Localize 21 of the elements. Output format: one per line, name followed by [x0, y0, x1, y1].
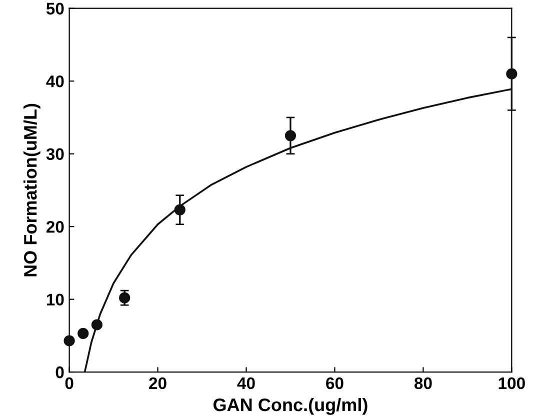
x-tick-label: 20 — [149, 377, 166, 390]
x-tick-label: 100 — [498, 377, 525, 390]
x-tick-label: 40 — [237, 377, 255, 390]
y-tick-label: 50 — [46, 2, 64, 15]
y-tick-label: 20 — [46, 220, 64, 233]
y-axis-title: NO Formation(uM/L) — [24, 104, 40, 276]
y-tick-label: 30 — [46, 148, 64, 160]
y-tick-label: 0 — [56, 366, 64, 378]
point — [64, 335, 75, 346]
point — [78, 328, 89, 340]
point — [174, 204, 186, 216]
point — [119, 292, 130, 304]
point — [91, 319, 102, 330]
y-tick-label: 40 — [46, 75, 64, 88]
y-tick-label: 10 — [46, 294, 64, 306]
point — [284, 130, 296, 142]
x-tick-label: 0 — [65, 377, 74, 390]
x-tick-label: 80 — [414, 377, 432, 390]
x-axis-title: GAN Conc.(ug/ml) — [214, 398, 368, 415]
x-tick-label: 60 — [326, 377, 344, 390]
point — [506, 68, 518, 80]
